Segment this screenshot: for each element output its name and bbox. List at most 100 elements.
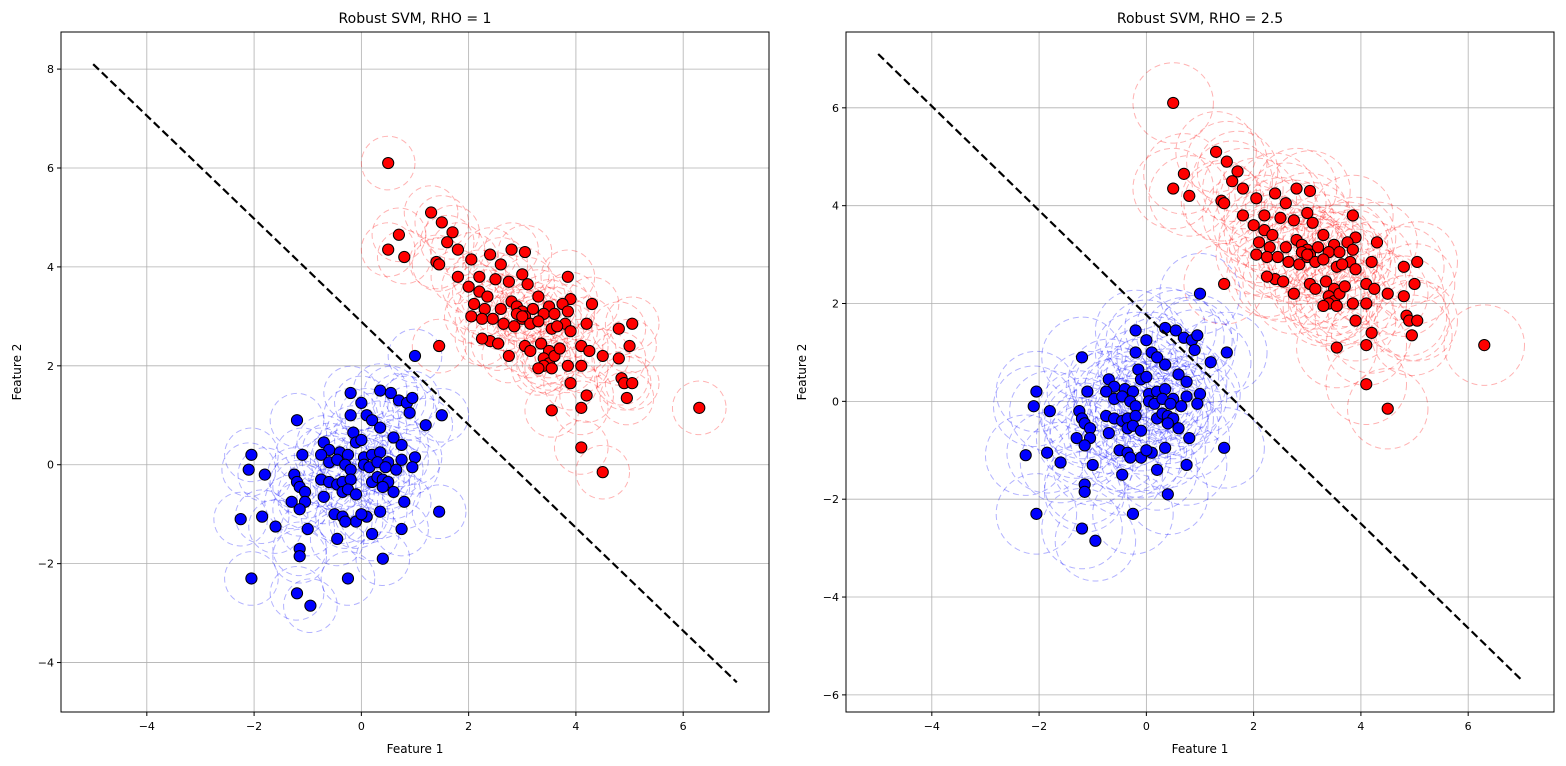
uncertainty-circle	[575, 444, 631, 500]
data-point	[1183, 189, 1196, 202]
data-point	[486, 312, 499, 325]
data-point	[1164, 397, 1177, 410]
uncertainty-circle	[671, 380, 727, 436]
data-point	[1301, 206, 1314, 220]
data-point	[516, 268, 529, 281]
uncertainty-circle	[1336, 201, 1418, 284]
data-point	[395, 438, 408, 452]
uncertainty-circle	[360, 454, 416, 510]
data-point	[1411, 255, 1424, 269]
uncertainty-circle	[334, 375, 389, 431]
data-point	[290, 587, 304, 600]
uncertainty-circle	[1226, 235, 1308, 318]
data-point	[502, 349, 515, 363]
data-point	[1311, 241, 1325, 254]
data-point	[1140, 444, 1153, 457]
data-point	[1365, 255, 1378, 269]
data-point	[1303, 184, 1317, 198]
data-point	[1266, 228, 1279, 242]
uncertainty-circle	[1041, 316, 1123, 399]
data-point	[1150, 351, 1164, 364]
data-point	[483, 248, 497, 261]
data-point	[524, 344, 537, 358]
data-point	[1287, 287, 1300, 300]
data-point	[355, 396, 368, 410]
data-point	[585, 297, 599, 311]
uncertainty-circle	[1368, 279, 1450, 362]
y-tick-label: 4	[832, 200, 839, 213]
uncertainty-circle	[1282, 194, 1365, 276]
data-point	[435, 216, 448, 229]
data-point	[502, 275, 515, 288]
uncertainty-circle	[301, 434, 357, 490]
data-point	[1027, 400, 1040, 413]
uncertainty-circle	[1376, 221, 1458, 303]
uncertainty-circle	[1092, 473, 1174, 555]
data-point	[1260, 270, 1274, 283]
data-points	[382, 156, 706, 479]
data-point	[1250, 248, 1263, 261]
uncertainty-circle	[360, 135, 416, 191]
data-point	[596, 466, 609, 479]
uncertainty-circle	[269, 565, 325, 621]
uncertainty-circle	[1269, 150, 1351, 232]
data-point	[623, 339, 636, 353]
uncertainty-circle	[1288, 255, 1370, 337]
data-point	[387, 485, 400, 499]
grid	[61, 32, 769, 712]
y-tick-label: −6	[823, 689, 839, 702]
uncertainty-circle	[1143, 133, 1225, 215]
data-point	[561, 270, 574, 283]
data-point	[1397, 260, 1410, 273]
data-point	[344, 386, 357, 400]
subplot-rho-1: Robust SVM, RHO = 1 Feature 1 Feature 2 …	[10, 11, 770, 756]
data-point	[382, 156, 395, 170]
uncertainty-circle	[1183, 243, 1265, 325]
data-point	[1140, 370, 1153, 383]
data-point	[1102, 427, 1115, 440]
data-point	[1019, 449, 1032, 462]
uncertainty-circle	[1049, 397, 1131, 479]
data-point	[403, 406, 416, 419]
data-point	[1218, 277, 1231, 291]
uncertainty-circle	[1116, 429, 1198, 511]
uncertainty-circle	[1255, 147, 1338, 230]
data-point	[1317, 228, 1330, 242]
data-point	[1129, 346, 1142, 359]
data-point	[534, 337, 548, 350]
y-tick-label: 0	[47, 459, 54, 472]
data-point	[1271, 250, 1284, 264]
data-point	[1346, 297, 1359, 310]
uncertainty-circle	[411, 237, 467, 292]
uncertainty-circle	[1089, 416, 1171, 499]
data-point	[1030, 385, 1043, 398]
data-point	[339, 515, 352, 528]
decision-boundary	[92, 63, 738, 684]
data-point	[1183, 431, 1196, 445]
data-point	[575, 441, 588, 454]
uncertainty-circle	[1298, 252, 1381, 335]
data-point	[433, 258, 446, 271]
data-point	[494, 302, 507, 316]
data-point	[1279, 241, 1292, 254]
data-point	[481, 290, 494, 303]
uncertainty-circle	[376, 229, 432, 285]
uncertainty-circle	[269, 392, 325, 448]
data-point	[1193, 287, 1207, 300]
y-axis-label: Feature 2	[10, 344, 24, 401]
data-point	[1330, 299, 1343, 313]
data-point	[1381, 287, 1394, 300]
data-point	[1030, 507, 1043, 520]
data-point	[408, 349, 422, 363]
data-point	[1368, 282, 1381, 295]
uncertainty-circle	[425, 204, 480, 260]
uncertainty-circle	[1202, 147, 1284, 230]
uncertainty-circle	[1145, 424, 1228, 506]
data-point	[1338, 280, 1351, 293]
data-point	[1150, 463, 1164, 476]
axes-frame	[845, 31, 1555, 713]
data-point	[1365, 326, 1378, 339]
data-point	[561, 359, 574, 372]
uncertainty-circle	[1140, 365, 1222, 447]
data-point	[1360, 338, 1373, 352]
